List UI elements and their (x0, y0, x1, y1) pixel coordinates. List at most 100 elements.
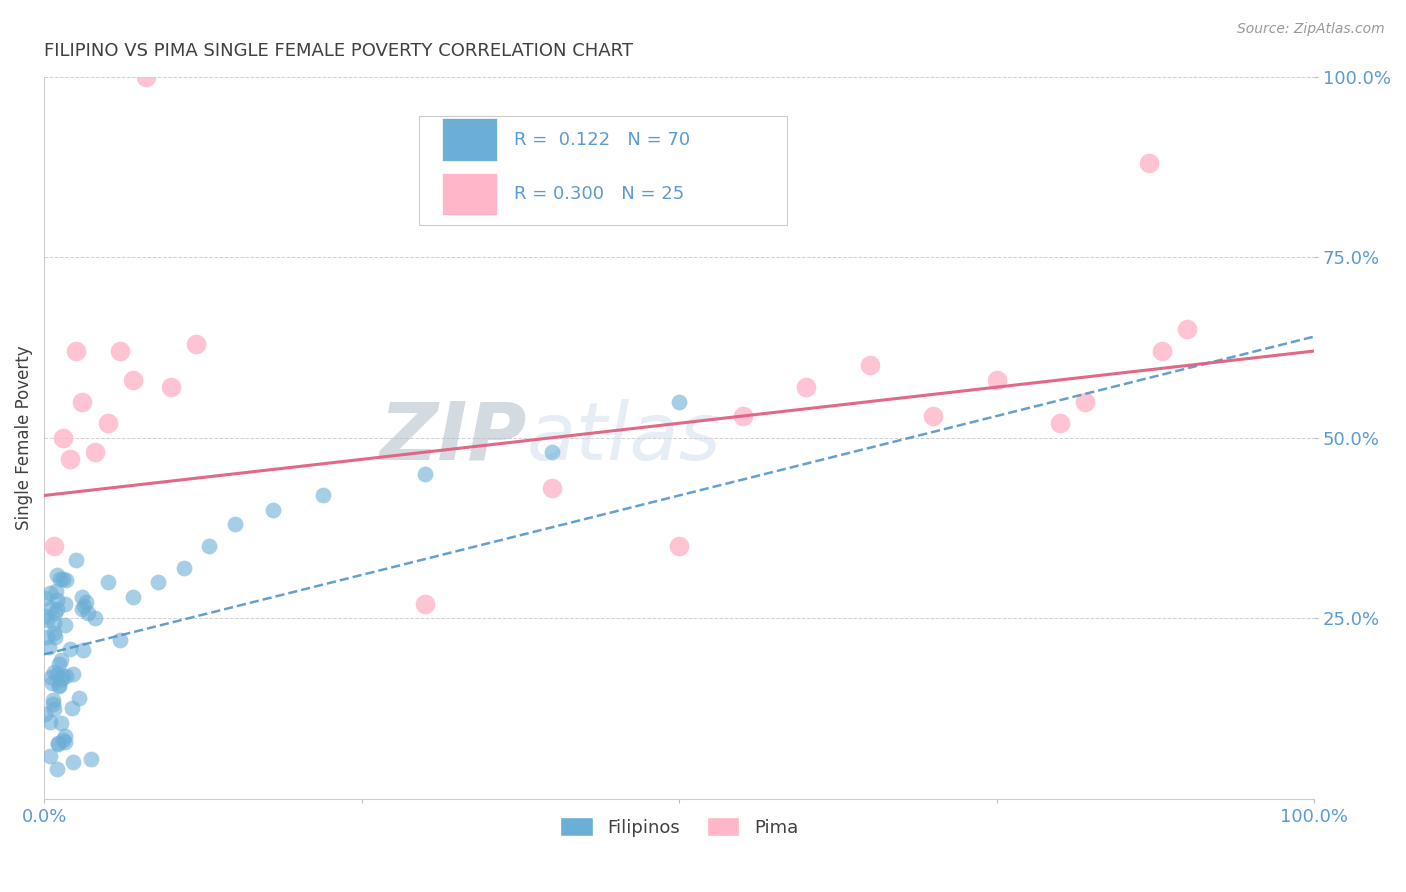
Point (52, 572, 75, 586)
Point (45, 667, 67, 681)
Point (70, 590, 93, 604)
Point (46, 762, 69, 776)
Point (1175, 322, 1198, 336)
Point (38, 748, 60, 763)
Point (34, 609, 56, 624)
Point (44, 539, 66, 553)
Point (224, 517, 246, 532)
Point (731, 409, 754, 423)
Point (668, 539, 690, 553)
Point (49, 573, 72, 587)
Point (80, 752, 103, 766)
Point (794, 380, 817, 394)
Point (42, 615, 65, 630)
Point (62, 666, 84, 681)
Point (45, 602, 67, 616)
FancyBboxPatch shape (419, 116, 787, 225)
Point (173, 560, 195, 574)
Text: R = 0.300   N = 25: R = 0.300 N = 25 (515, 185, 685, 203)
Legend: Filipinos, Pima: Filipinos, Pima (553, 810, 806, 844)
Text: atlas: atlas (527, 399, 721, 476)
Point (42, 702, 65, 716)
Point (34, 591, 56, 606)
Point (34, 706, 56, 721)
Point (72, 643, 94, 657)
Point (73, 599, 96, 613)
Point (922, 409, 945, 423)
Point (97, 417, 120, 431)
FancyBboxPatch shape (441, 119, 498, 161)
Point (110, 632, 132, 647)
Point (49, 673, 72, 687)
Point (668, 394, 690, 409)
Point (1049, 417, 1071, 431)
Point (110, 344, 132, 359)
Point (41, 676, 63, 690)
Point (84, 445, 107, 459)
Point (48, 679, 70, 693)
Point (58, 452, 80, 467)
Point (42, 626, 65, 640)
Point (65, 344, 87, 359)
Point (42, 693, 65, 707)
Point (42, 698, 65, 712)
Point (52, 431, 75, 445)
Point (413, 597, 436, 611)
Point (312, 488, 335, 502)
Point (35, 630, 58, 644)
Text: FILIPINO VS PIMA SINGLE FEMALE POVERTY CORRELATION CHART: FILIPINO VS PIMA SINGLE FEMALE POVERTY C… (44, 42, 633, 60)
Point (37, 613, 59, 627)
Point (48, 737, 70, 751)
Point (44, 665, 66, 679)
Point (45, 583, 67, 598)
Point (55, 597, 77, 611)
Point (70, 602, 93, 616)
Point (44, 630, 66, 644)
Point (48, 678, 70, 692)
Point (59, 641, 82, 656)
Point (135, 70, 157, 84)
Point (198, 539, 221, 553)
Point (39, 601, 62, 615)
Point (160, 380, 183, 394)
Point (55, 669, 77, 683)
Y-axis label: Single Female Poverty: Single Female Poverty (15, 345, 32, 530)
Text: R =  0.122   N = 70: R = 0.122 N = 70 (515, 131, 690, 149)
Point (49, 653, 72, 667)
Point (541, 481, 564, 495)
Point (1150, 344, 1173, 359)
Point (76, 606, 98, 620)
Point (858, 359, 880, 373)
Point (84, 611, 107, 625)
Point (52, 669, 75, 683)
Point (186, 336, 208, 351)
Point (45, 592, 67, 607)
Text: ZIP: ZIP (380, 399, 527, 476)
Point (46, 567, 69, 582)
Point (46, 736, 69, 750)
Point (986, 373, 1008, 387)
Point (70, 394, 93, 409)
Point (39, 670, 62, 684)
Point (52, 733, 75, 747)
Point (53, 618, 76, 632)
Point (44, 606, 66, 620)
Point (75, 595, 97, 609)
Point (122, 373, 145, 387)
Text: Source: ZipAtlas.com: Source: ZipAtlas.com (1237, 22, 1385, 37)
Point (1137, 156, 1160, 170)
Point (67, 690, 90, 705)
Point (65, 553, 87, 567)
Point (122, 590, 145, 604)
Point (413, 467, 436, 481)
Point (38, 640, 60, 654)
Point (1074, 394, 1097, 409)
Point (97, 575, 120, 590)
Point (148, 575, 170, 590)
Point (49, 716, 72, 731)
FancyBboxPatch shape (441, 173, 498, 215)
Point (55, 573, 77, 587)
Point (53, 730, 76, 744)
Point (38, 715, 60, 730)
Point (60, 700, 83, 714)
